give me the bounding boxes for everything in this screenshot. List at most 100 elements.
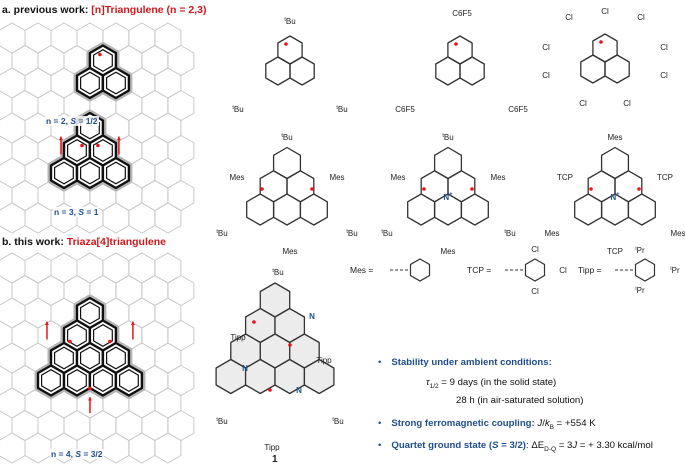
label-text: Mes (229, 173, 244, 182)
arrow-head (88, 397, 92, 401)
grid-hexagon (128, 67, 156, 99)
grid-hexagon (0, 202, 26, 234)
aryl-ring (524, 258, 546, 282)
label-superscript: t (232, 105, 234, 111)
aza-triangulene-tcp-mes-substituent-label: TCP (557, 173, 573, 182)
aza-triangulene-tcp-mes-substituent-label: Mes (544, 229, 559, 238)
grid-hexagon (11, 274, 39, 307)
tbu-phenalenyl-substituent-label: tBu (284, 17, 295, 26)
label-text: Pr (637, 286, 645, 295)
label-text: C6F5 (508, 105, 528, 114)
spin-arrow-icon (117, 136, 121, 155)
bullet-halflife-solid: τ1/2 = 9 days (in the solid state) (426, 377, 557, 390)
grid-hexagon (141, 89, 169, 122)
grid-hexagon (167, 89, 195, 122)
aza-triangulene-mes-tbu-substituent-label: tBu (381, 229, 392, 238)
radical-dot (310, 187, 314, 191)
radical-dot (96, 143, 100, 148)
ring (459, 56, 485, 86)
label-superscript: i (670, 266, 671, 272)
label-text: Bu (283, 133, 293, 142)
triangulene-mes-tbu-substituent-label: tBu (346, 229, 357, 238)
grid-hexagon (0, 22, 26, 54)
aza-triangulene-mes-tbu-substituent-label: Mes (390, 173, 405, 182)
bullet-coupling: • Strong ferromagnetic coupling: J/kB = +… (378, 418, 596, 431)
label-superscript: t (272, 268, 274, 274)
aza-triangulene-mes-tbu-substituent-label: tBu (504, 229, 515, 238)
label-superscript: t (442, 133, 444, 139)
grid-hexagon (128, 202, 156, 234)
triangulene-mes-tbu-substituent-label: Mes (229, 173, 244, 182)
label-text: Bu (286, 17, 296, 26)
tbu-phenalenyl-structure (265, 35, 315, 86)
grid-hexagon (37, 44, 65, 77)
grid-hexagon (50, 252, 78, 284)
radical-dot (637, 187, 641, 191)
panel-a-header: a. previous work: [n]Triangulene (n = 2,… (2, 4, 207, 16)
inner-bond (92, 369, 113, 392)
inner-bond (105, 161, 126, 185)
mesityl-structure (390, 258, 431, 282)
grid-hexagon (154, 157, 182, 189)
grid-hexagon (167, 179, 195, 212)
grid-hexagon (141, 134, 169, 167)
label-text: Bu (334, 417, 344, 426)
panel-b-prefix: b. this work: (2, 236, 67, 248)
ring (604, 54, 630, 84)
grid-hexagon (24, 252, 52, 284)
grid-hexagon (0, 297, 26, 329)
phenalenyl-highlight (73, 42, 133, 102)
label-superscript: t (381, 229, 383, 235)
inner-bond (79, 161, 100, 185)
bullet-halflife-solution: 28 h (in air-saturated solution) (456, 395, 584, 406)
mes-definition: Mes = (350, 265, 374, 275)
grid-hexagon (154, 67, 182, 99)
label-superscript: t (284, 17, 286, 23)
label-text: Bu (234, 105, 244, 114)
grid-hexagon (128, 252, 156, 284)
label-superscript: t (216, 229, 218, 235)
label-text: Bu (444, 133, 454, 142)
c6f5-phenalenyl-substituent-label: C6F5 (508, 105, 528, 114)
label-n2: n = 2, S = 1/2 (45, 116, 99, 126)
label-text: TCP (607, 247, 623, 256)
inner-bond (53, 161, 74, 185)
inner-bond (92, 324, 113, 347)
spin-arrow-icon (88, 397, 92, 413)
compound-1-substituent-label: N (296, 386, 302, 395)
label-superscript: t (346, 229, 348, 235)
perchlorophenalenyl-substituent-label: Cl (601, 7, 609, 16)
grid-hexagon (24, 22, 52, 54)
grid-hexagon (0, 252, 26, 284)
perchlorophenalenyl-substituent-label: Cl (623, 99, 631, 108)
tipp-isopropyl-label: iPr (635, 286, 645, 295)
label-text: Cl (542, 71, 550, 80)
panel-b-header: b. this work: Triaza[4]triangulene (2, 236, 166, 248)
label-text: Bu (348, 229, 358, 238)
label-text: Pr (637, 246, 645, 255)
arrow-head (117, 136, 121, 141)
grid-hexagon (11, 364, 39, 397)
label-text: Bu (338, 105, 348, 114)
grid-hexagon (141, 364, 169, 397)
grid-hexagon (102, 202, 130, 234)
inner-bond (79, 71, 100, 95)
grid-hexagon (141, 319, 169, 352)
aza-triangulene-mes-tbu-substituent-label: tBu (442, 133, 453, 142)
grid-hexagon (154, 342, 182, 374)
tbu-phenalenyl-substituent-label: tBu (336, 105, 347, 114)
compound-1-substituent-label: Tipp (264, 443, 280, 452)
label-text: Cl (623, 99, 631, 108)
inner-bond (105, 346, 126, 370)
label-text: Cl (531, 245, 539, 254)
grid-hexagon (141, 274, 169, 307)
radical-dot (98, 52, 102, 57)
label-superscript: t (281, 133, 283, 139)
grid-hexagon (154, 202, 182, 234)
radical-dot (68, 339, 72, 344)
grid-hexagon (0, 112, 26, 144)
grid-hexagon (154, 22, 182, 54)
panel-a-prefix: a. previous work: (2, 4, 92, 16)
tipp-isopropyl-label: iPr (670, 266, 680, 275)
label-charge: + (616, 192, 620, 198)
